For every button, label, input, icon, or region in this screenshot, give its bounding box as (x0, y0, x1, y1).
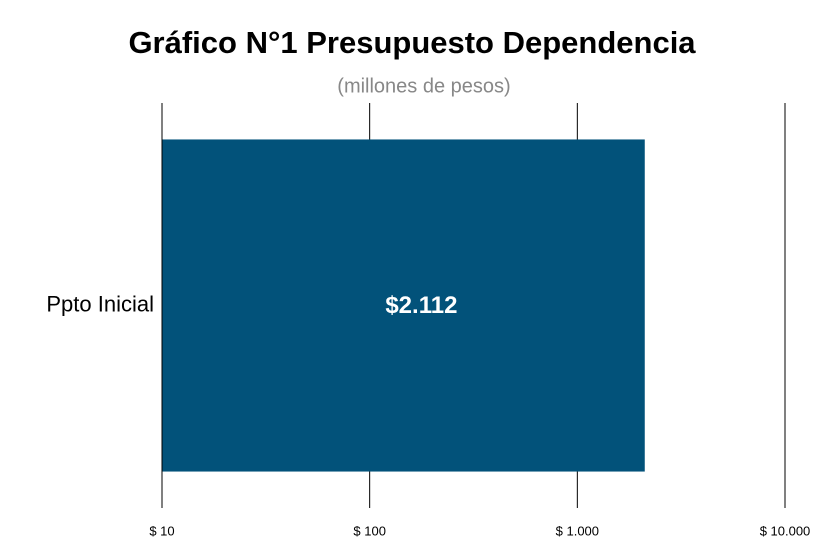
x-tick-label: $ 1.000 (556, 523, 599, 538)
y-tick-label: Ppto Inicial (46, 291, 154, 316)
x-tick-label: $ 10 (149, 523, 174, 538)
x-tick-label: $ 10.000 (760, 523, 811, 538)
bar (162, 139, 645, 472)
chart-title: Gráfico N°1 Presupuesto Dependencia (128, 25, 696, 60)
chart-subtitle: (millones de pesos) (337, 75, 510, 97)
data-label: $2.112 (385, 292, 457, 319)
x-tick-label: $ 100 (353, 523, 386, 538)
